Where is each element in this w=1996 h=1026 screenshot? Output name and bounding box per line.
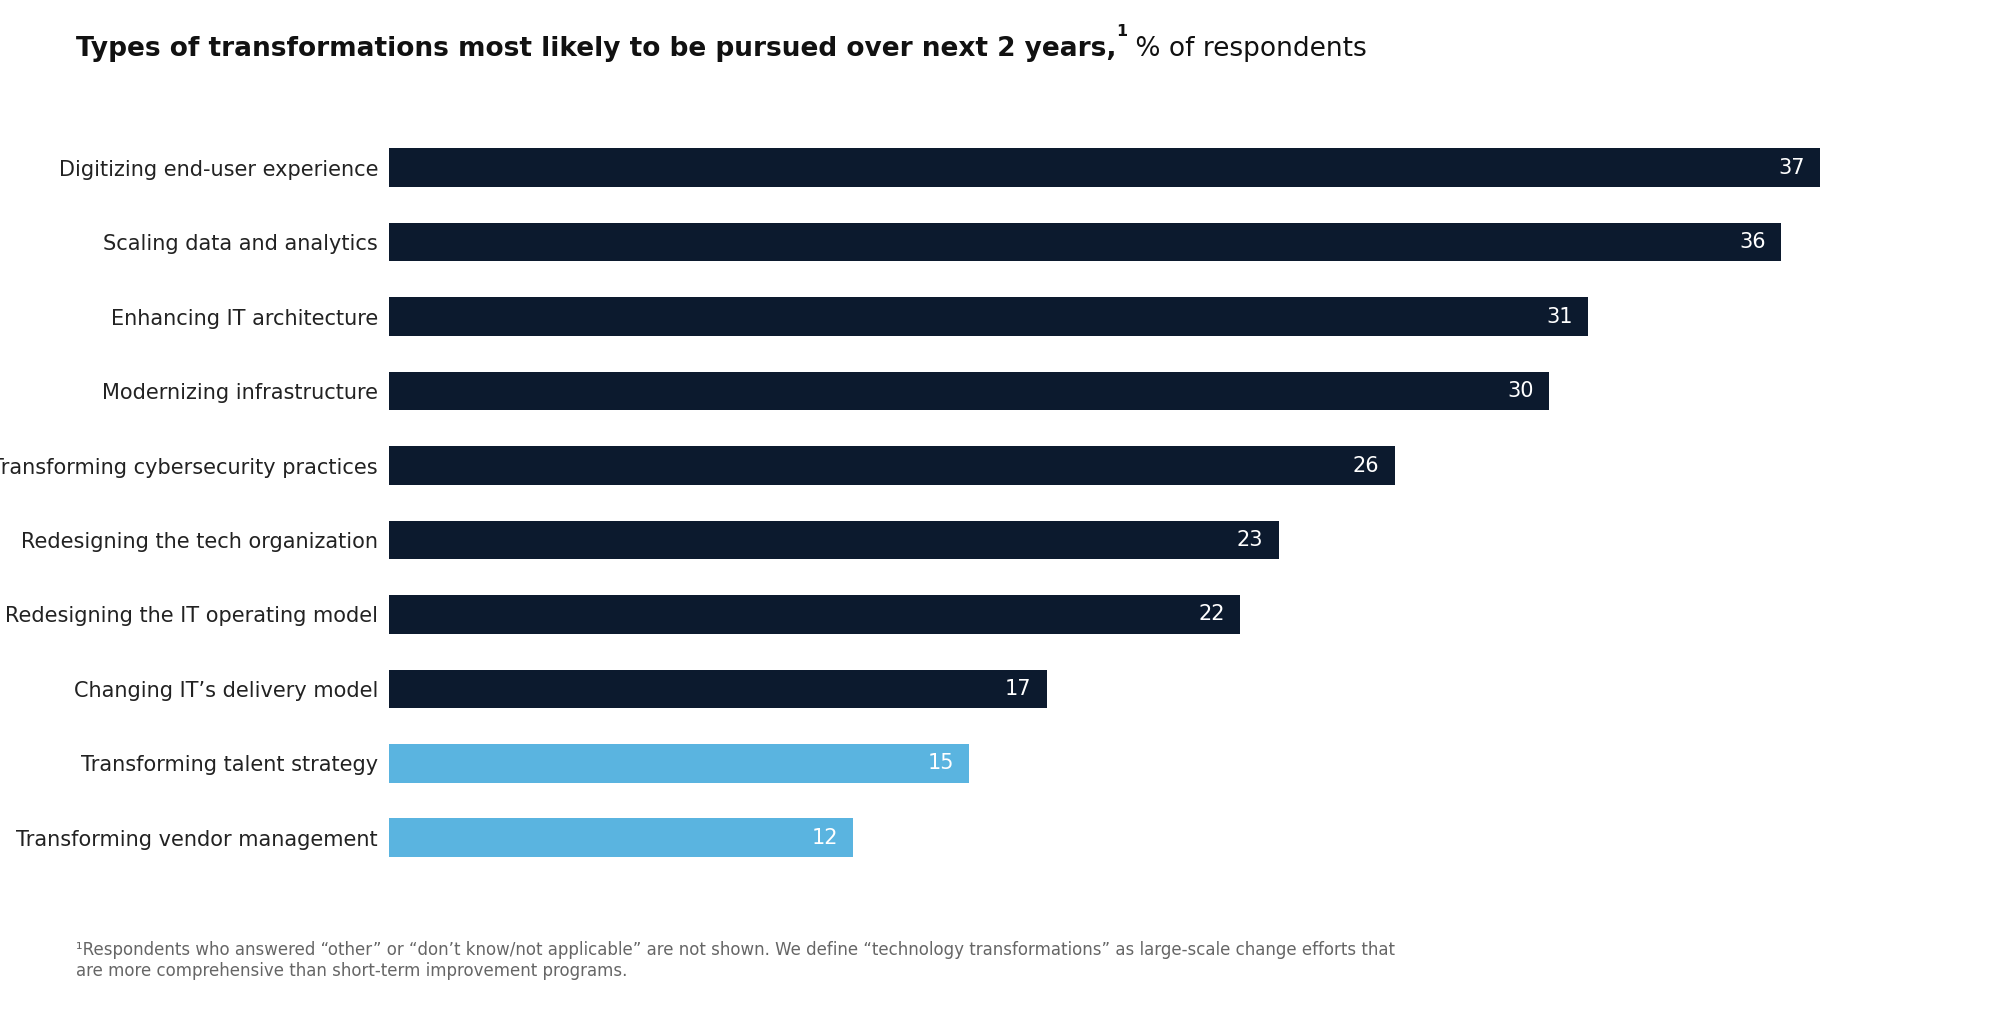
Bar [389, 149, 1820, 187]
Bar [389, 446, 1395, 485]
Text: 37: 37 [1778, 158, 1804, 177]
Text: 26: 26 [1353, 456, 1379, 475]
Text: 12: 12 [810, 828, 838, 847]
Bar [389, 223, 1780, 262]
Bar [389, 670, 1046, 708]
Bar [389, 595, 1240, 634]
Bar [389, 744, 970, 783]
Bar [389, 520, 1279, 559]
Text: 17: 17 [1004, 679, 1032, 699]
Text: 23: 23 [1238, 530, 1263, 550]
Bar [389, 819, 852, 857]
Text: 1: 1 [1116, 24, 1128, 39]
Text: Types of transformations most likely to be pursued over next 2 years,: Types of transformations most likely to … [76, 36, 1116, 62]
Text: 31: 31 [1547, 307, 1573, 326]
Text: 30: 30 [1507, 381, 1533, 401]
Bar [389, 298, 1589, 336]
Text: 22: 22 [1198, 604, 1224, 625]
Text: 15: 15 [928, 753, 954, 774]
Text: % of respondents: % of respondents [1128, 36, 1367, 62]
Text: ¹Respondents who answered “other” or “don’t know/not applicable” are not shown. : ¹Respondents who answered “other” or “do… [76, 941, 1395, 980]
Bar [389, 371, 1549, 410]
Text: 36: 36 [1739, 232, 1766, 252]
